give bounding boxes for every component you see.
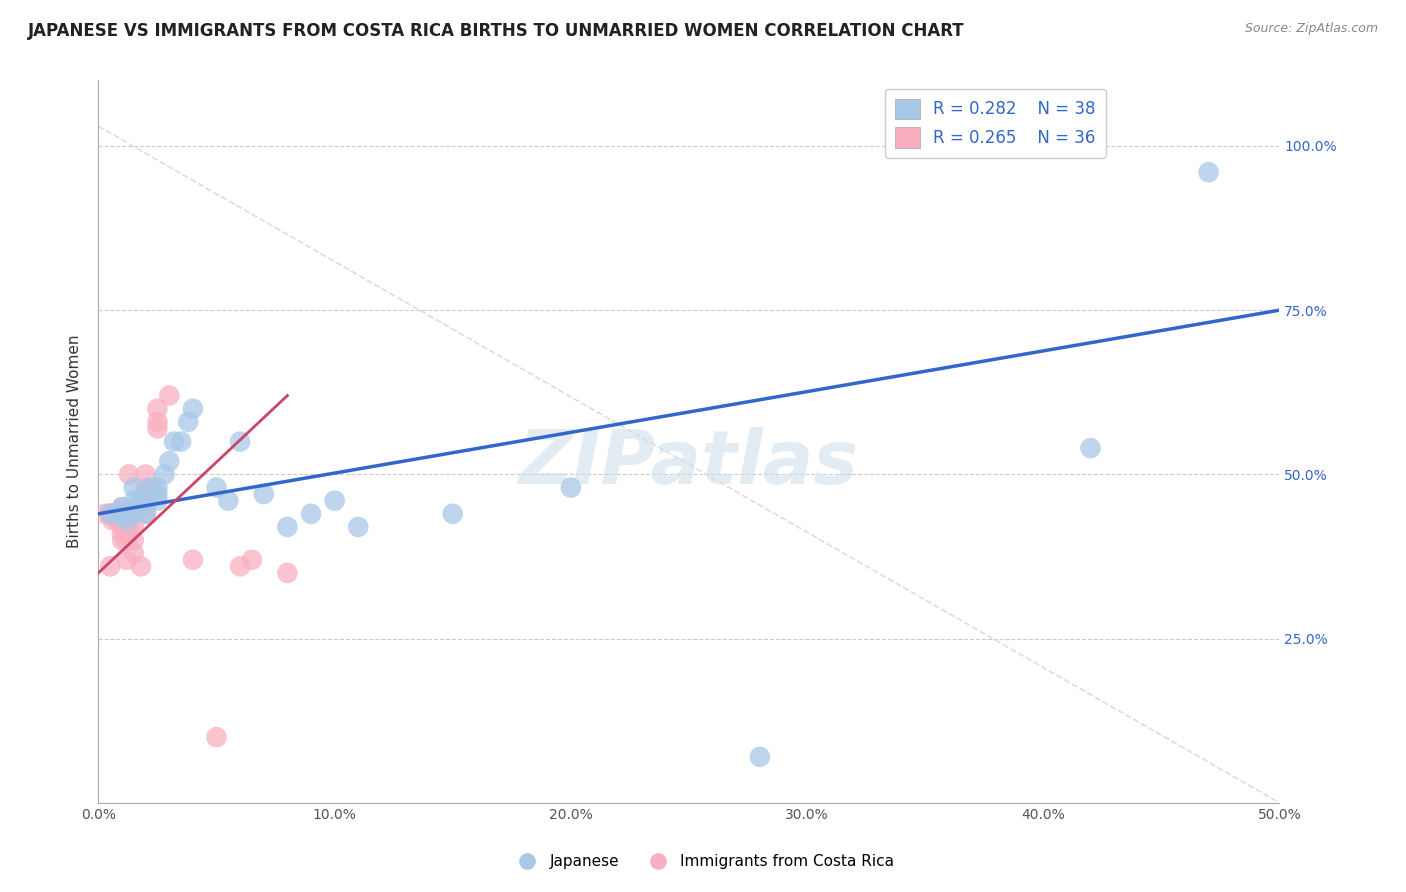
Point: [115, 513, 138, 527]
Point: [115, 533, 138, 547]
Point: [122, 533, 145, 547]
Point: [98, 507, 121, 521]
Point: [108, 507, 131, 521]
Point: [205, 481, 228, 495]
Point: [122, 520, 145, 534]
Text: ZIPatlas: ZIPatlas: [519, 426, 859, 500]
Point: [111, 507, 134, 521]
Point: [111, 513, 134, 527]
Point: [229, 559, 252, 574]
Point: [135, 507, 157, 521]
Point: [560, 481, 582, 495]
Point: [122, 493, 145, 508]
Point: [157, 454, 180, 468]
Point: [118, 467, 141, 482]
Point: [111, 533, 134, 547]
Point: [347, 520, 370, 534]
Point: [748, 749, 770, 764]
Point: [441, 507, 464, 521]
Point: [135, 481, 157, 495]
Point: [122, 507, 145, 521]
Point: [111, 500, 134, 515]
Text: Source: ZipAtlas.com: Source: ZipAtlas.com: [1244, 22, 1378, 36]
Point: [146, 401, 169, 416]
Point: [129, 493, 152, 508]
Point: [135, 507, 157, 521]
Point: [157, 388, 180, 402]
Point: [115, 553, 138, 567]
Point: [146, 493, 169, 508]
Point: [253, 487, 276, 501]
Point: [105, 507, 128, 521]
Point: [98, 507, 121, 521]
Point: [276, 520, 298, 534]
Point: [139, 481, 162, 495]
Point: [118, 520, 141, 534]
Point: [105, 507, 128, 521]
Point: [240, 553, 263, 567]
Point: [1080, 441, 1102, 455]
Point: [177, 415, 200, 429]
Point: [122, 546, 145, 560]
Point: [98, 507, 121, 521]
Point: [129, 500, 152, 515]
Point: [115, 526, 138, 541]
Point: [146, 481, 169, 495]
Point: [135, 493, 157, 508]
Point: [217, 493, 239, 508]
Point: [276, 566, 298, 580]
Point: [146, 487, 169, 501]
Point: [135, 493, 157, 508]
Point: [111, 507, 134, 521]
Point: [1198, 165, 1220, 179]
Point: [108, 513, 131, 527]
Point: [111, 526, 134, 541]
Legend: R = 0.282    N = 38, R = 0.265    N = 36: R = 0.282 N = 38, R = 0.265 N = 36: [884, 88, 1105, 158]
Point: [122, 500, 145, 515]
Point: [111, 500, 134, 515]
Point: [111, 520, 134, 534]
Point: [104, 507, 127, 521]
Point: [111, 507, 134, 521]
Point: [135, 467, 157, 482]
Point: [205, 730, 228, 744]
Point: [153, 467, 176, 482]
Point: [170, 434, 193, 449]
Point: [129, 559, 152, 574]
Point: [98, 559, 121, 574]
Point: [181, 553, 204, 567]
Point: [135, 487, 157, 501]
Y-axis label: Births to Unmarried Women: Births to Unmarried Women: [67, 334, 83, 549]
Point: [299, 507, 322, 521]
Point: [163, 434, 186, 449]
Point: [135, 500, 157, 515]
Point: [181, 401, 204, 416]
Point: [122, 481, 145, 495]
Point: [146, 421, 169, 435]
Text: JAPANESE VS IMMIGRANTS FROM COSTA RICA BIRTHS TO UNMARRIED WOMEN CORRELATION CHA: JAPANESE VS IMMIGRANTS FROM COSTA RICA B…: [28, 22, 965, 40]
Legend: Japanese, Immigrants from Costa Rica: Japanese, Immigrants from Costa Rica: [505, 848, 901, 875]
Point: [105, 513, 128, 527]
Point: [101, 513, 124, 527]
Point: [323, 493, 346, 508]
Point: [101, 507, 124, 521]
Point: [229, 434, 252, 449]
Point: [94, 507, 117, 521]
Point: [146, 415, 169, 429]
